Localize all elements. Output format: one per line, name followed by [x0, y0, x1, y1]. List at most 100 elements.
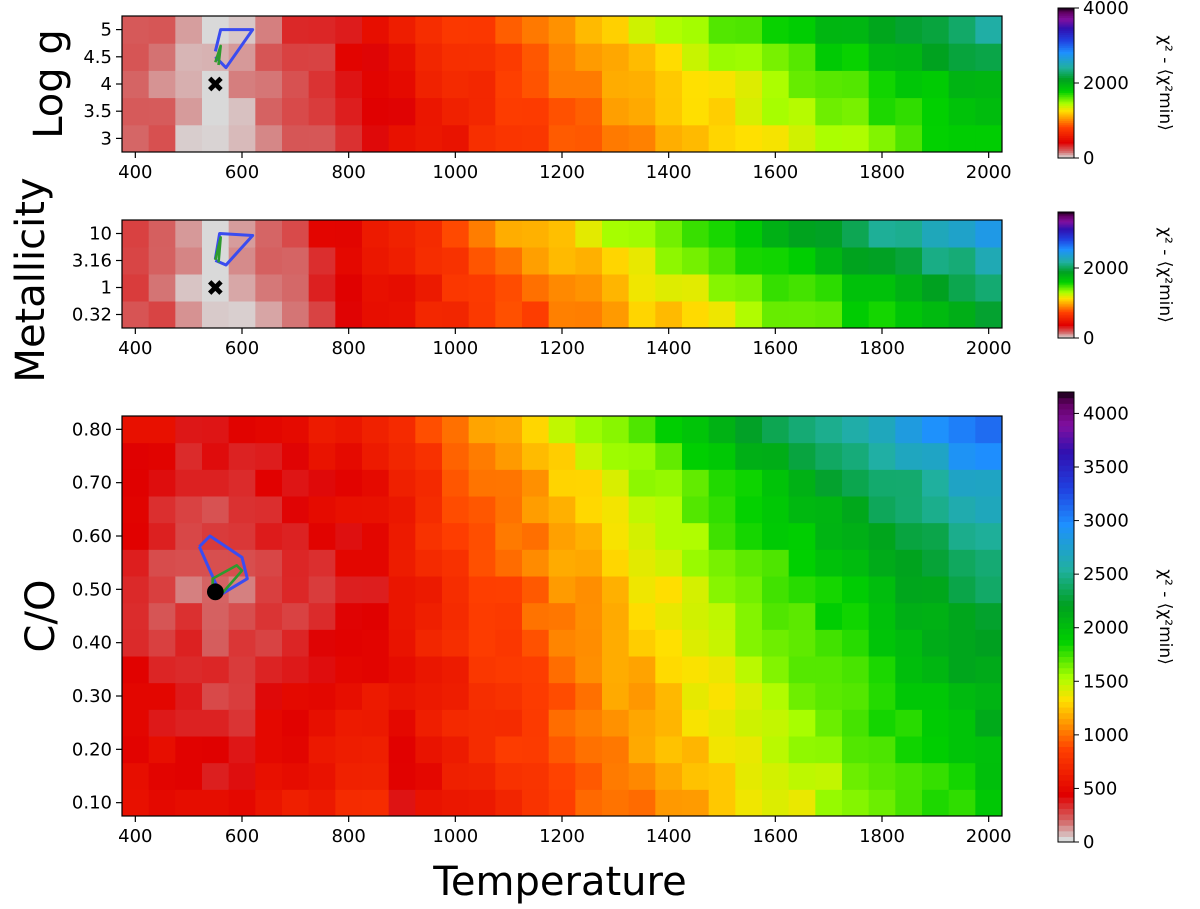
heatmap-cell	[228, 469, 256, 497]
heatmap-cell	[495, 416, 523, 444]
heatmap-cell	[495, 629, 523, 657]
colorbar-segment	[1058, 276, 1074, 279]
heatmap-cell	[255, 682, 283, 710]
x-tick-label: 1000	[432, 826, 478, 847]
heatmap-cell	[415, 124, 443, 153]
heatmap-cell	[335, 576, 363, 604]
heatmap-cell	[788, 43, 816, 71]
heatmap-cell	[895, 469, 923, 497]
heatmap-cell	[388, 220, 416, 248]
heatmap-cell	[895, 43, 923, 71]
heatmap-cell	[522, 274, 550, 302]
heatmap-cell	[895, 629, 923, 657]
heatmap-cell	[735, 789, 763, 817]
heatmap-cell	[682, 416, 710, 444]
heatmap-cell	[255, 247, 283, 275]
y-tick-label: 0.50	[72, 579, 112, 600]
y-tick-label: 1	[101, 278, 112, 299]
heatmap-cell	[975, 469, 1003, 497]
heatmap-cell	[175, 682, 203, 710]
heatmap-cell	[548, 762, 576, 790]
heatmap-cell	[655, 736, 683, 764]
heatmap-cell	[735, 43, 763, 71]
heatmap-cell	[655, 124, 683, 153]
heatmap-cell	[175, 43, 203, 71]
heatmap-cell	[175, 442, 203, 470]
heatmap-cell	[122, 576, 150, 604]
colorbar-segment	[1058, 330, 1074, 333]
colorbar-segment	[1058, 260, 1074, 263]
heatmap-cell	[282, 789, 310, 817]
heatmap-cell	[522, 522, 550, 550]
heatmap-cell	[175, 70, 203, 99]
contour-inner	[214, 44, 222, 66]
heatmap-cell	[975, 16, 1003, 44]
heatmap-cell	[122, 16, 150, 44]
heatmap-cell	[948, 442, 976, 470]
colorbar-segment	[1058, 234, 1074, 237]
heatmap-cell	[602, 43, 630, 71]
heatmap-cell	[415, 762, 443, 790]
heatmap-cell	[362, 762, 390, 790]
heatmap-cell	[228, 789, 256, 817]
heatmap-cell	[415, 220, 443, 248]
heatmap-cell	[388, 522, 416, 550]
heatmap-cell	[415, 43, 443, 71]
heatmap-cell	[202, 496, 230, 524]
heatmap-cell	[282, 124, 310, 153]
heatmap-cell	[202, 736, 230, 764]
heatmap-cell	[815, 709, 843, 737]
colorbar-segment	[1058, 240, 1074, 243]
heatmap-cell	[468, 70, 496, 99]
heatmap-cell	[548, 629, 576, 657]
heatmap-cell	[922, 522, 950, 550]
colorbar-segment	[1058, 476, 1074, 483]
x-tick-label: 600	[225, 338, 259, 359]
colorbar-segment	[1058, 785, 1074, 792]
heatmap-cell	[708, 762, 736, 790]
panel-1: 400 600 800 1000 1200 1400 1600 1800 2000 5 4.5 4 3.…	[26, 0, 1175, 183]
heatmap-cell	[362, 247, 390, 275]
heatmap-cell	[415, 70, 443, 99]
heatmap-cell	[922, 124, 950, 153]
heatmap-cell	[175, 247, 203, 275]
heatmap-cell	[175, 736, 203, 764]
heatmap-cell	[655, 602, 683, 630]
heatmap-cell	[308, 247, 336, 275]
heatmap-cell	[415, 16, 443, 44]
heatmap-cell	[362, 629, 390, 657]
heatmap-cell	[922, 736, 950, 764]
heatmap-cell	[762, 762, 790, 790]
heatmap-cell	[442, 576, 470, 604]
heatmap-cell	[735, 522, 763, 550]
colorbar-tick-label: 3000	[1083, 511, 1129, 532]
colorbar-segment	[1058, 26, 1074, 30]
colorbar-segment	[1058, 232, 1074, 235]
heatmap-cell	[388, 16, 416, 44]
heatmap-cell	[495, 247, 523, 275]
heatmap-cell	[735, 469, 763, 497]
colorbar-frame	[1057, 211, 1075, 339]
heatmap-cell	[255, 124, 283, 153]
heatmap-cell	[122, 709, 150, 737]
heatmap-cell	[228, 736, 256, 764]
heatmap-cell	[122, 549, 150, 577]
colorbar-segment	[1058, 487, 1074, 494]
colorbar-segment	[1058, 19, 1074, 22]
colorbar-segment	[1058, 746, 1074, 753]
heatmap-cell	[415, 442, 443, 470]
colorbar-segment	[1058, 28, 1074, 32]
x-tick-label: 1200	[539, 338, 585, 359]
heatmap-cell	[602, 709, 630, 737]
heatmap-cell	[735, 301, 763, 329]
heatmap-cell	[575, 43, 603, 71]
heatmap-cell	[362, 682, 390, 710]
heatmap-cell	[522, 496, 550, 524]
heatmap-cell	[842, 220, 870, 248]
heatmap-cell	[442, 416, 470, 444]
heatmap-cell	[868, 762, 896, 790]
heatmap-cell	[522, 97, 550, 126]
colorbar-segment	[1058, 303, 1074, 306]
heatmap-cell	[762, 522, 790, 550]
heatmap-cell	[468, 709, 496, 737]
